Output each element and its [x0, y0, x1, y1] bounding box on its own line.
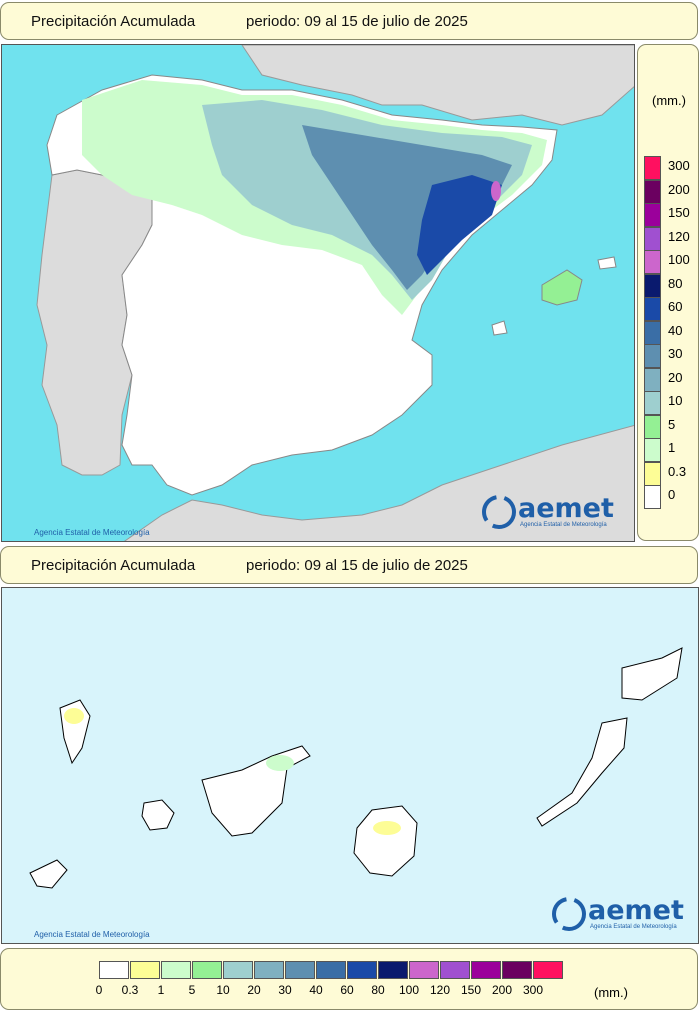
legend-label-150: 150: [668, 205, 690, 220]
legend-label-30: 30: [278, 983, 292, 997]
legend-swatch-120: [440, 961, 470, 979]
legend-swatch-300: [533, 961, 563, 979]
legend-label-10: 10: [216, 983, 230, 997]
legend-swatch-0: [644, 485, 661, 509]
el-hierro: [29, 859, 68, 889]
map-title: Precipitación Acumulada: [31, 13, 196, 30]
legend-label-300: 300: [522, 983, 544, 997]
legend-swatch-30: [644, 344, 661, 368]
legend-label-5: 5: [188, 983, 196, 997]
legend-label-100: 100: [398, 983, 420, 997]
menorca: [597, 256, 617, 270]
map-period: periodo: 09 al 15 de julio de 2025: [246, 13, 468, 30]
title-bar-peninsula: Precipitación Acumulada periodo: 09 al 1…: [0, 2, 698, 40]
legend-label-40: 40: [309, 983, 323, 997]
legend-label-120: 120: [668, 228, 690, 244]
legend-label-120: 120: [429, 983, 451, 997]
legend-swatch-1: [644, 438, 661, 462]
rain-band-high: [302, 125, 512, 290]
legend-label-1: 1: [157, 983, 165, 997]
sea-canarias: [2, 588, 698, 943]
legend-swatch-150: [471, 961, 501, 979]
legend-label-40: 40: [668, 322, 683, 338]
legend-swatch-100: [409, 961, 439, 979]
legend-label-80: 80: [371, 983, 385, 997]
legend-label-200: 200: [491, 983, 513, 997]
legend-swatch-150: [644, 203, 661, 227]
legend-swatch-10: [223, 961, 253, 979]
mallorca: [541, 269, 583, 306]
peninsula-map-svg: [2, 45, 634, 541]
france-land: [241, 45, 634, 126]
legend-swatch-60: [644, 297, 661, 321]
gran-canaria: [353, 805, 418, 877]
fuerteventura: [536, 717, 628, 827]
legend-label-5: 5: [668, 416, 676, 432]
legend-label-0.3: 0.3: [121, 983, 139, 997]
rain-tenerife: [266, 755, 294, 771]
lanzarote: [621, 647, 683, 701]
legend-swatch-200: [644, 179, 661, 204]
legend-label-10: 10: [668, 393, 683, 408]
la-gomera: [141, 799, 175, 831]
legend-swatch-1: [161, 961, 191, 979]
aemet-logo: aemet Agencia Estatal de Meteorología: [552, 895, 698, 935]
legend-swatch-80: [644, 273, 661, 298]
legend-label-0: 0: [668, 487, 676, 502]
africa-land: [123, 425, 634, 541]
rain-peak: [491, 181, 501, 201]
credit-text: Agencia Estatal de Meteorología: [34, 528, 150, 537]
legend-swatch-10: [644, 391, 661, 415]
legend-unit: (mm.): [652, 93, 686, 108]
rain-la-palma: [64, 708, 84, 724]
legend-swatch-0.3: [130, 961, 160, 979]
aemet-swirl-icon: [552, 897, 586, 931]
credit-text: Agencia Estatal de Meteorología: [34, 930, 150, 939]
legend-swatch-40: [316, 961, 346, 979]
legend-label-200: 200: [668, 181, 690, 197]
map-period: periodo: 09 al 15 de julio de 2025: [246, 557, 468, 574]
legend-swatch-300: [644, 156, 661, 180]
legend-swatch-20: [644, 367, 661, 392]
legend-swatch-5: [192, 961, 222, 979]
canarias-map: aemet Agencia Estatal de Meteorología Ag…: [1, 587, 699, 944]
legend-label-20: 20: [247, 983, 261, 997]
legend-swatch-80: [378, 961, 408, 979]
legend-swatch-60: [347, 961, 377, 979]
legend-swatch-120: [644, 226, 661, 251]
legend-horizontal: 0 0.3 1 5 10 20 30 40 60 80 100 120 150 200 300 (mm.): [0, 948, 698, 1010]
legend-label-60: 60: [340, 983, 354, 997]
legend-swatch-5: [644, 414, 661, 439]
legend-swatch-40: [644, 320, 661, 345]
legend-swatch-200: [502, 961, 532, 979]
legend-swatch-0.3: [644, 461, 661, 486]
legend-label-80: 80: [668, 275, 683, 291]
legend-vertical: (mm.) 0 0.3 1 5 10 20 30 40 60 80 100 120 150 200 300: [637, 44, 699, 541]
canarias-map-svg: [2, 588, 698, 943]
legend-swatch-100: [644, 250, 661, 274]
ibiza: [491, 320, 508, 336]
legend-label-60: 60: [668, 299, 683, 314]
legend-swatch-30: [285, 961, 315, 979]
rain-band-max: [417, 175, 502, 275]
map-title: Precipitación Acumulada: [31, 557, 196, 574]
legend-unit: (mm.): [594, 985, 628, 1000]
legend-label-20: 20: [668, 369, 683, 385]
rain-gran-canaria: [373, 821, 401, 835]
legend-label-0.3: 0.3: [668, 463, 687, 479]
legend-label-150: 150: [460, 983, 482, 997]
legend-swatch-20: [254, 961, 284, 979]
legend-label-300: 300: [668, 158, 690, 173]
legend-label-30: 30: [668, 346, 683, 361]
title-bar-canarias: Precipitación Acumulada periodo: 09 al 1…: [0, 546, 698, 584]
legend-label-0: 0: [95, 983, 103, 997]
legend-label-1: 1: [668, 440, 676, 455]
legend-label-100: 100: [668, 252, 690, 267]
legend-swatch-0: [99, 961, 129, 979]
aemet-swirl-icon: [482, 495, 516, 529]
peninsula-map: aemet Agencia Estatal de Meteorología Ag…: [1, 44, 635, 542]
aemet-logo: aemet Agencia Estatal de Meteorología: [482, 493, 632, 533]
